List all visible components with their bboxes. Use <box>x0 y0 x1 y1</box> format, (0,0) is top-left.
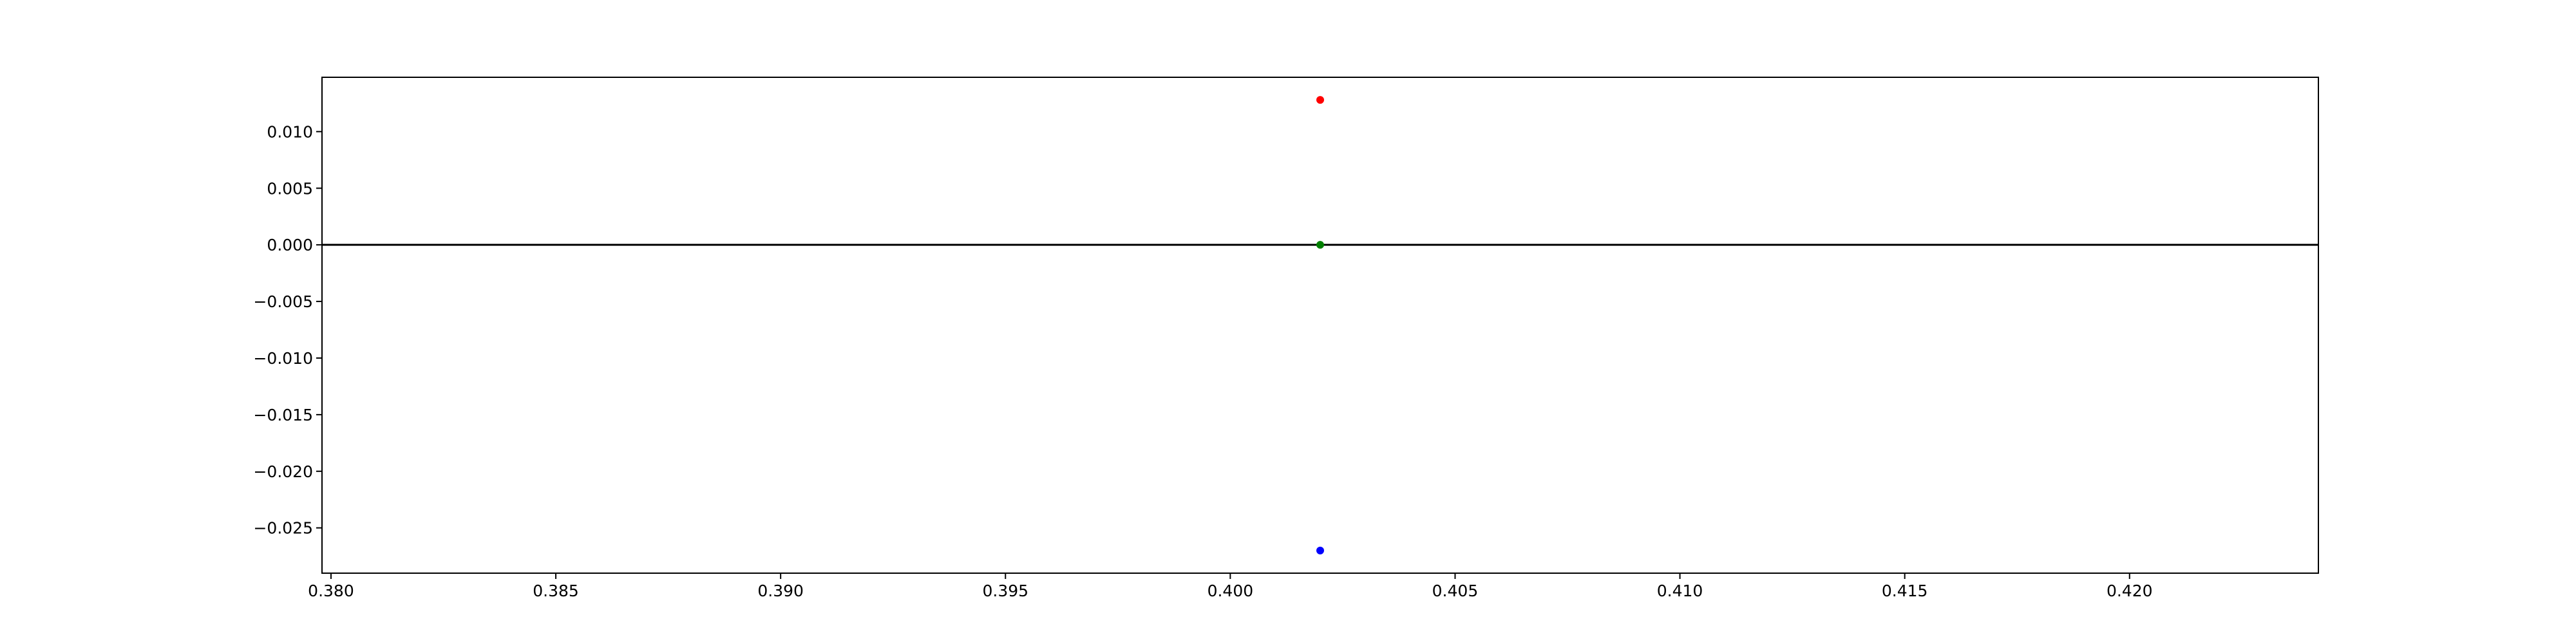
y-tick-label: −0.015 <box>253 406 313 424</box>
x-tick-label: 0.415 <box>1882 582 1928 600</box>
x-axis-ticks: 0.380 0.385 0.390 0.395 0.400 0.405 0.410 0.415… <box>308 573 2153 600</box>
y-tick-label: −0.020 <box>253 462 313 481</box>
y-tick-label: −0.005 <box>253 292 313 311</box>
x-tick-label: 0.420 <box>2107 582 2153 600</box>
data-points <box>1316 96 1324 554</box>
y-tick-label: −0.025 <box>253 519 313 538</box>
data-point-1 <box>1316 241 1324 249</box>
x-tick-label: 0.390 <box>757 582 804 600</box>
plot-frame <box>321 77 2319 574</box>
x-tick-label: 0.380 <box>308 582 354 600</box>
y-tick-label: 0.000 <box>267 236 313 254</box>
y-tick-label: 0.005 <box>267 179 313 198</box>
y-tick-label: −0.010 <box>253 349 313 368</box>
x-tick-label: 0.400 <box>1208 582 1254 600</box>
x-tick-label: 0.395 <box>982 582 1028 600</box>
y-tick-label: 0.010 <box>267 122 313 141</box>
data-point-0 <box>1316 96 1324 104</box>
x-tick-label: 0.385 <box>533 582 579 600</box>
data-point-2 <box>1316 546 1324 554</box>
x-tick-label: 0.405 <box>1432 582 1479 600</box>
y-axis-ticks: 0.010 0.005 0.000 −0.005 −0.010 −0.015 −0.020 −… <box>253 122 322 538</box>
x-tick-label: 0.410 <box>1657 582 1703 600</box>
